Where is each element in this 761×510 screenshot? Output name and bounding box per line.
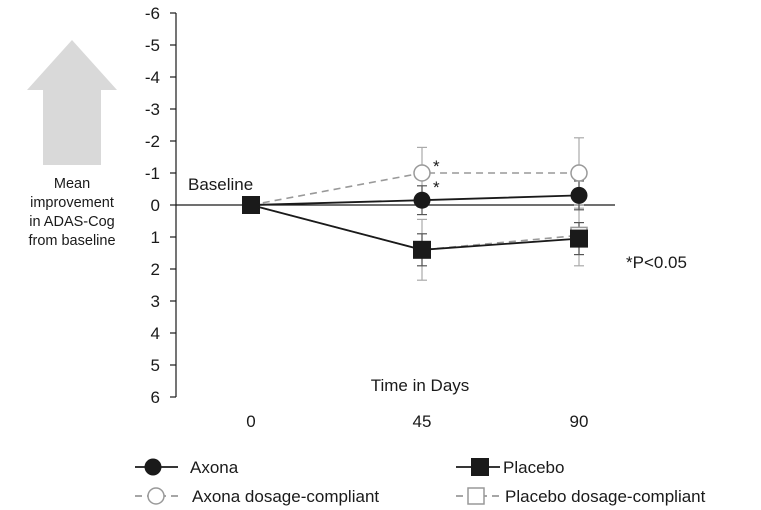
significance-marker: *	[433, 178, 440, 197]
data-point	[413, 164, 431, 182]
x-tick-label: 45	[413, 412, 432, 431]
significance-note: *P<0.05	[626, 253, 687, 272]
y-tick-label: -2	[145, 132, 160, 151]
series-line	[250, 204, 580, 251]
y-tick-label: 6	[151, 388, 160, 407]
legend: Axona Placebo Axona dosage-compliant Placeb…	[135, 458, 706, 506]
y-tick-label: 4	[151, 324, 160, 343]
significance-marker: *	[433, 157, 440, 176]
x-axis-title: Time in Days	[371, 376, 470, 395]
y-tick-label: 2	[151, 260, 160, 279]
legend-label: Placebo dosage-compliant	[505, 487, 706, 506]
legend-marker	[471, 458, 489, 476]
y-tick-label: -6	[145, 4, 160, 23]
y-tick-label: -3	[145, 100, 160, 119]
data-point	[242, 196, 260, 214]
y-tick-label: 0	[151, 196, 160, 215]
legend-marker	[144, 458, 162, 476]
data-point	[570, 229, 588, 248]
ylabel-line-2: in ADAS-Cog	[29, 214, 114, 230]
data-point	[570, 186, 588, 204]
improvement-arrow	[27, 40, 117, 165]
legend-marker	[467, 487, 485, 505]
data-point	[413, 191, 431, 209]
y-tick-label: -5	[145, 36, 160, 55]
y-ticks: -6 -5 -4 -3 -2 -1 0 1 2 3 4 5 6	[145, 4, 176, 407]
legend-label: Axona dosage-compliant	[192, 487, 379, 506]
legend-label: Placebo	[503, 458, 564, 477]
data-point	[413, 240, 431, 259]
y-tick-label: -4	[145, 68, 160, 87]
x-tick-labels: 0 45 90	[246, 412, 588, 431]
baseline-label: Baseline	[188, 175, 253, 194]
y-tick-label: 1	[151, 228, 160, 247]
y-tick-label: 5	[151, 356, 160, 375]
plot-area: **	[242, 137, 588, 281]
data-point	[570, 164, 588, 182]
y-tick-label: -1	[145, 164, 160, 183]
x-tick-label: 0	[246, 412, 255, 431]
x-tick-label: 90	[570, 412, 589, 431]
ylabel-line-1: improvement	[30, 195, 114, 211]
y-tick-label: 3	[151, 292, 160, 311]
ylabel-line-0: Mean	[54, 176, 90, 192]
ylabel-line-3: from baseline	[28, 233, 115, 249]
legend-label: Axona	[190, 458, 239, 477]
legend-marker	[147, 487, 165, 505]
